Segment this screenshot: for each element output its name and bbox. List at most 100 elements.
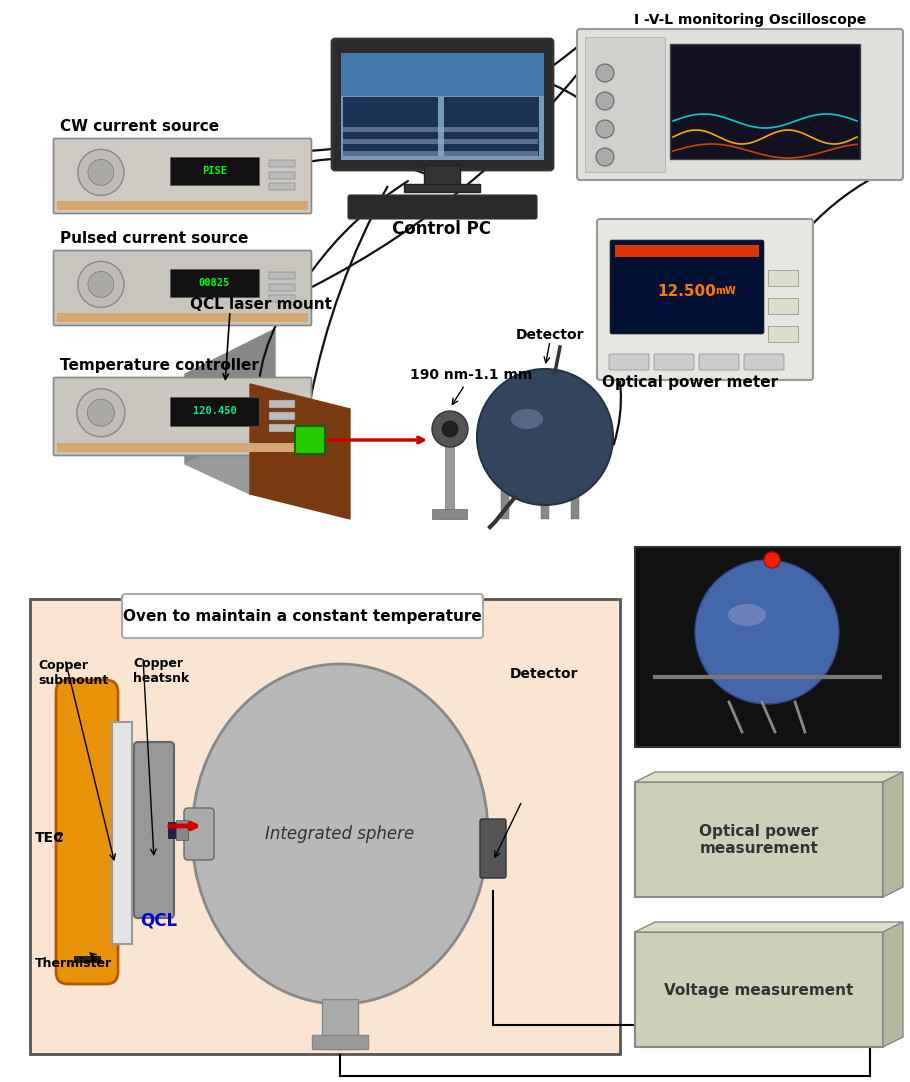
Circle shape [596, 92, 614, 110]
Bar [635, 547, 900, 747]
FancyBboxPatch shape [54, 138, 311, 213]
FancyBboxPatch shape [348, 195, 537, 219]
Text: Copper
heatsnk: Copper heatsnk [133, 657, 189, 685]
Text: Optical power
measurement: Optical power measurement [699, 823, 819, 856]
Bar [445, 441, 454, 516]
Bar [269, 183, 295, 190]
Bar [322, 999, 358, 1050]
Polygon shape [185, 329, 275, 464]
Text: 120.450: 120.450 [193, 406, 237, 417]
Bar [269, 172, 295, 179]
Bar [343, 138, 538, 144]
Bar [170, 157, 259, 185]
Text: PISE: PISE [202, 166, 227, 176]
Polygon shape [883, 922, 903, 1047]
FancyBboxPatch shape [184, 808, 214, 860]
Bar [57, 443, 308, 452]
FancyBboxPatch shape [134, 742, 174, 918]
Bar [444, 97, 539, 156]
Bar [312, 1035, 368, 1050]
Circle shape [596, 148, 614, 166]
Bar [170, 269, 259, 296]
Text: 12.500: 12.500 [658, 283, 716, 299]
Bar [176, 820, 188, 840]
Circle shape [442, 421, 458, 437]
FancyBboxPatch shape [332, 39, 553, 170]
Circle shape [77, 388, 125, 437]
Text: Pulsed current source: Pulsed current source [60, 230, 248, 246]
Circle shape [87, 399, 115, 426]
Bar [343, 97, 438, 156]
Circle shape [432, 411, 468, 447]
Bar [768, 270, 798, 286]
FancyBboxPatch shape [609, 354, 649, 370]
Bar [571, 489, 579, 519]
Bar [585, 37, 665, 172]
Circle shape [78, 149, 124, 196]
Bar [269, 412, 295, 420]
Bar [269, 160, 295, 168]
Bar [404, 184, 480, 192]
FancyBboxPatch shape [56, 679, 118, 984]
Ellipse shape [192, 664, 488, 1004]
Bar [57, 201, 308, 210]
FancyBboxPatch shape [699, 354, 739, 370]
Text: Control PC: Control PC [392, 220, 491, 238]
Polygon shape [635, 922, 903, 932]
Bar [269, 295, 295, 302]
Bar [269, 283, 295, 291]
Bar [768, 298, 798, 314]
Bar [541, 489, 549, 519]
Bar [343, 151, 538, 156]
Text: 190 nm-1.1 mm: 190 nm-1.1 mm [410, 368, 532, 405]
FancyBboxPatch shape [597, 219, 813, 380]
Bar [341, 53, 544, 160]
Ellipse shape [511, 409, 543, 428]
Text: Detector: Detector [516, 328, 584, 342]
Circle shape [88, 159, 114, 185]
Polygon shape [883, 771, 903, 897]
Bar [635, 782, 883, 897]
Polygon shape [185, 419, 340, 494]
Bar [112, 722, 132, 944]
Bar [168, 822, 176, 837]
Bar [615, 245, 759, 258]
Bar [57, 314, 308, 322]
Bar [501, 489, 509, 519]
FancyBboxPatch shape [654, 354, 694, 370]
Text: CW current source: CW current source [60, 119, 219, 134]
Bar [424, 164, 460, 187]
FancyBboxPatch shape [54, 378, 311, 456]
Bar [768, 326, 798, 342]
Text: TEC: TEC [35, 831, 65, 845]
Text: Detector: Detector [510, 667, 579, 681]
Bar [30, 599, 620, 1054]
Text: Copper
submount: Copper submount [38, 659, 108, 687]
Circle shape [78, 262, 124, 307]
Bar [269, 400, 295, 408]
Circle shape [596, 120, 614, 138]
Bar [269, 273, 295, 279]
Text: Integrated sphere: Integrated sphere [266, 824, 415, 843]
Text: mW: mW [715, 287, 736, 296]
Text: Thermister: Thermister [35, 956, 112, 969]
Ellipse shape [728, 604, 766, 626]
FancyBboxPatch shape [577, 29, 903, 180]
Bar [432, 509, 467, 519]
Polygon shape [250, 384, 350, 519]
FancyBboxPatch shape [480, 819, 506, 878]
Polygon shape [635, 771, 903, 782]
Text: QCL: QCL [140, 912, 177, 931]
Text: 00825: 00825 [198, 278, 230, 288]
Circle shape [477, 369, 613, 505]
Bar [341, 53, 544, 96]
Circle shape [695, 560, 839, 704]
Text: Temperature controller: Temperature controller [60, 358, 258, 373]
Text: Oven to maintain a constant temperature: Oven to maintain a constant temperature [123, 608, 481, 623]
Circle shape [764, 552, 780, 568]
FancyBboxPatch shape [295, 426, 325, 454]
Text: I -V-L monitoring Oscilloscope: I -V-L monitoring Oscilloscope [634, 13, 866, 27]
FancyBboxPatch shape [744, 354, 784, 370]
Circle shape [88, 272, 114, 298]
Bar [170, 397, 259, 425]
